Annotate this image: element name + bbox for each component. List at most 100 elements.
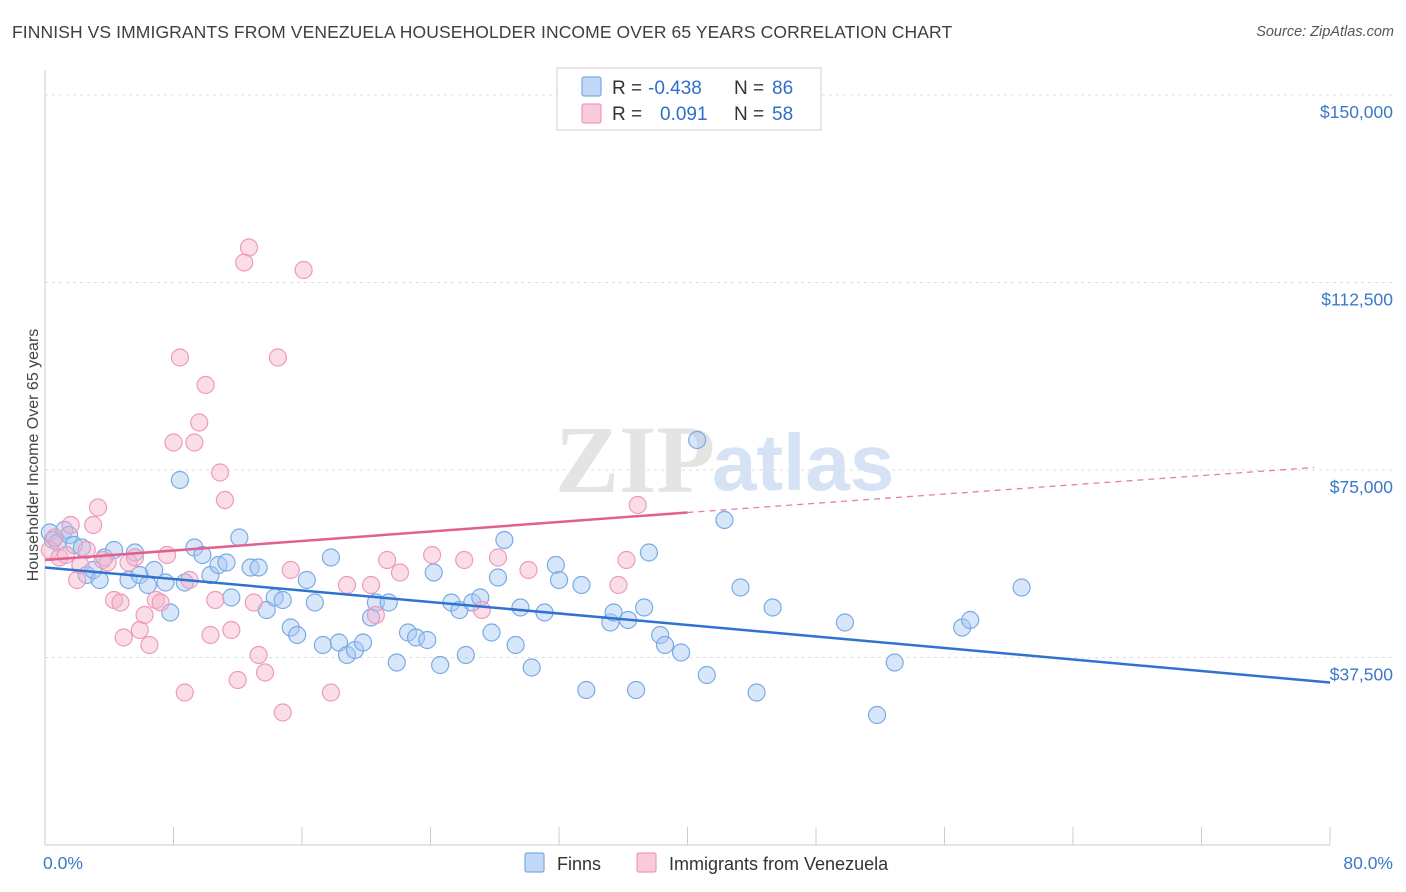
venezuela-point <box>249 645 268 665</box>
y-tick-label: $150,000 <box>1320 102 1393 122</box>
watermark: ZIP atlas <box>555 406 894 513</box>
finns-point <box>217 553 236 572</box>
finns-point <box>305 593 324 612</box>
venezuela-point <box>239 238 259 257</box>
finns-point <box>456 645 475 665</box>
stats-n-label-finns: N = <box>734 78 764 99</box>
finns-point <box>161 603 180 622</box>
chart-title: FINNISH VS IMMIGRANTS FROM VENEZUELA HOU… <box>12 22 953 42</box>
venezuela-point <box>114 628 133 647</box>
y-tick-label: $112,500 <box>1321 290 1393 310</box>
venezuela-point <box>84 515 103 535</box>
venezuela-trend-line-extension <box>687 466 1314 514</box>
stats-swatch-finns <box>581 76 602 97</box>
venezuela-point <box>164 433 183 452</box>
watermark-atlas: atlas <box>712 418 894 507</box>
source-credit: Source: ZipAtlas.com <box>1256 24 1394 40</box>
finns-point <box>406 628 426 647</box>
finns-point <box>288 625 307 645</box>
y-tick-labels: $37,500 $75,000 $112,500 $150,000 <box>1320 102 1393 685</box>
venezuela-point <box>190 413 209 432</box>
venezuela-point <box>146 590 165 610</box>
finns-trend-line <box>44 566 1331 684</box>
venezuela-point <box>201 625 220 645</box>
venezuela-point <box>255 663 275 682</box>
venezuela-point <box>56 545 75 565</box>
venezuela-point <box>206 590 225 610</box>
finns-point <box>72 538 92 557</box>
venezuela-point <box>140 635 159 655</box>
finns-point <box>549 570 569 590</box>
axes <box>44 70 1331 846</box>
finns-point <box>170 470 190 490</box>
venezuela-point <box>68 570 87 590</box>
finns-point <box>651 625 670 645</box>
finns-point <box>731 578 750 597</box>
venezuela-point <box>196 375 215 395</box>
finns-point <box>488 568 508 587</box>
venezuela-point <box>455 550 474 570</box>
finns-point <box>747 683 766 702</box>
venezuela-point <box>273 703 292 722</box>
finns-point <box>495 530 514 550</box>
legend-label-finns: Finns <box>557 854 601 874</box>
venezuela-point <box>215 490 234 510</box>
venezuela-point <box>222 620 241 640</box>
finns-point <box>249 558 268 577</box>
finns-point <box>511 598 530 617</box>
finns-point <box>424 563 443 582</box>
watermark-zip: ZIP <box>555 406 715 513</box>
venezuela-point <box>151 593 170 612</box>
series-legend: Finns Immigrants from Venezuela <box>524 852 889 874</box>
venezuela-point <box>617 550 636 570</box>
venezuela-point <box>488 548 508 567</box>
y-tick-label: $75,000 <box>1330 477 1394 497</box>
venezuela-trend-line <box>44 511 688 562</box>
stats-legend: R = -0.438 N = 86 R = 0.091 N = 58 <box>556 67 822 131</box>
data-points <box>40 238 1031 725</box>
venezuela-point <box>157 545 177 565</box>
finns-point <box>961 610 980 630</box>
venezuela-point <box>77 540 96 560</box>
finns-point <box>671 643 691 662</box>
venezuela-point <box>125 548 145 567</box>
x-tick-label-min: 0.0% <box>43 853 83 873</box>
finns-point <box>353 633 373 652</box>
finns-point <box>273 590 292 610</box>
stats-r-value-finns: -0.438 <box>648 78 702 99</box>
finns-point <box>639 543 659 562</box>
finns-point <box>867 705 887 725</box>
venezuela-point <box>519 560 538 580</box>
trend-lines <box>44 466 1331 684</box>
finns-point <box>655 635 675 655</box>
stats-n-value-venezuela: 58 <box>772 104 793 125</box>
venezuela-point <box>378 550 397 570</box>
finns-point <box>222 588 241 607</box>
finns-point <box>297 570 316 590</box>
finns-point <box>1012 578 1031 597</box>
venezuela-point <box>235 253 254 272</box>
venezuela-point <box>337 575 357 595</box>
finns-point <box>546 555 565 575</box>
finns-point <box>635 598 654 617</box>
stats-r-label-finns: R = <box>612 78 642 99</box>
venezuela-point <box>98 553 117 572</box>
venezuela-point <box>321 683 341 702</box>
finns-point <box>418 630 437 650</box>
finns-point <box>281 618 300 637</box>
finns-point <box>577 680 596 700</box>
legend-swatch-venezuela <box>636 852 657 873</box>
finns-point <box>626 680 646 700</box>
venezuela-point <box>61 515 80 535</box>
finns-point <box>522 658 541 677</box>
venezuela-point <box>135 605 154 625</box>
finns-point <box>230 528 249 547</box>
finns-point <box>482 623 501 642</box>
venezuela-point <box>281 560 300 580</box>
finns-point <box>175 573 194 592</box>
stats-n-value-finns: 86 <box>772 78 793 99</box>
finns-point <box>387 653 406 672</box>
finns-point <box>835 613 855 632</box>
venezuela-point <box>390 563 410 582</box>
